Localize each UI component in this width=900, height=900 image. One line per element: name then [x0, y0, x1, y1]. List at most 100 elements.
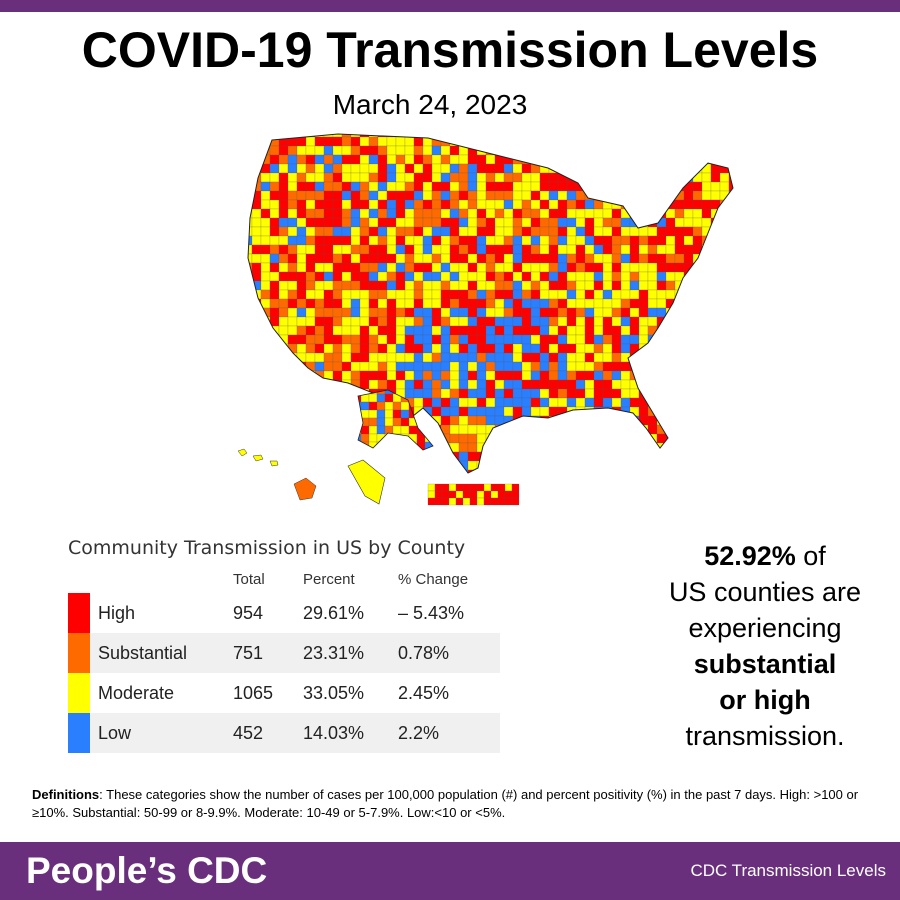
county-cell [269, 415, 280, 426]
county-cell [449, 262, 460, 273]
county-cell [305, 235, 316, 246]
county-cell [710, 181, 721, 192]
county-cell [503, 352, 514, 363]
county-cell [287, 199, 298, 210]
county-cell [269, 244, 280, 255]
county-cell [287, 235, 298, 246]
county-cell [386, 334, 397, 345]
county-cell [566, 154, 577, 165]
county-cell [485, 271, 496, 282]
county-cell [422, 307, 433, 318]
county-cell [458, 307, 469, 318]
county-cell [710, 307, 721, 318]
county-cell [719, 370, 730, 381]
territory-region [347, 459, 386, 505]
county-cell [584, 379, 595, 390]
county-cell [665, 424, 676, 435]
county-cell [422, 424, 433, 435]
county-cell [350, 370, 361, 381]
county-cell [638, 433, 649, 444]
county-cell [557, 172, 568, 183]
county-cell [392, 417, 402, 427]
county-cell [485, 307, 496, 318]
county-cell [458, 190, 469, 201]
county-cell [386, 370, 397, 381]
county-cell [539, 235, 550, 246]
county-cell [467, 271, 478, 282]
county-cell [638, 325, 649, 336]
county-cell [458, 442, 469, 453]
county-cell [692, 442, 703, 453]
county-cell [638, 280, 649, 291]
county-cell [413, 134, 424, 138]
county-cell [248, 352, 253, 363]
county-cell [620, 433, 631, 444]
county-cell [602, 388, 613, 399]
county-cell [548, 253, 559, 264]
county-cell [683, 307, 694, 318]
county-cell [485, 388, 496, 399]
county-cell [392, 441, 402, 450]
county-cell [422, 199, 433, 210]
county-cell [458, 253, 469, 264]
county-cell [719, 397, 730, 408]
county-cell [539, 316, 550, 327]
county-cell [422, 244, 433, 255]
county-cell [404, 217, 415, 228]
county-cell [674, 370, 685, 381]
county-cell [629, 388, 640, 399]
county-cell [368, 352, 379, 363]
county-cell [395, 343, 406, 354]
county-cell [728, 181, 733, 192]
county-cell [467, 334, 478, 345]
county-cell [629, 163, 640, 174]
county-cell [323, 145, 334, 156]
county-cell [539, 424, 550, 435]
county-cell [287, 217, 298, 228]
county-cell [485, 325, 496, 336]
county-cell [656, 190, 667, 201]
county-cell [431, 442, 442, 453]
county-cell [728, 217, 733, 228]
county-cell [476, 199, 487, 210]
county-cell [395, 136, 406, 147]
county-cell [350, 298, 361, 309]
county-cell [485, 163, 496, 174]
county-cell [269, 199, 280, 210]
county-cell [296, 226, 307, 237]
county-cell [629, 235, 640, 246]
county-cell [602, 298, 613, 309]
county-cell [611, 154, 622, 165]
county-cell [521, 163, 532, 174]
county-cell [377, 181, 388, 192]
county-cell [701, 433, 712, 444]
county-cell [647, 379, 658, 390]
county-cell [494, 460, 505, 471]
county-cell [248, 370, 253, 381]
county-cell [665, 370, 676, 381]
county-cell [512, 316, 523, 327]
county-cell [638, 316, 649, 327]
county-cell [278, 352, 289, 363]
county-cell [431, 217, 442, 228]
county-cell [620, 244, 631, 255]
county-cell [314, 199, 325, 210]
county-cell [332, 343, 343, 354]
county-cell [467, 199, 478, 210]
county-cell [719, 262, 730, 273]
county-cell [593, 325, 604, 336]
county-cell [728, 343, 733, 354]
county-cell [248, 424, 253, 435]
county-cell [386, 154, 397, 165]
county-cell [449, 163, 460, 174]
county-cell [323, 244, 334, 255]
county-cell [497, 497, 506, 506]
county-cell [413, 235, 424, 246]
county-cell [503, 226, 514, 237]
county-cell [728, 235, 733, 246]
county-cell [395, 370, 406, 381]
county-cell [692, 280, 703, 291]
county-cell [620, 316, 631, 327]
county-cell [674, 307, 685, 318]
county-cell [728, 253, 733, 264]
